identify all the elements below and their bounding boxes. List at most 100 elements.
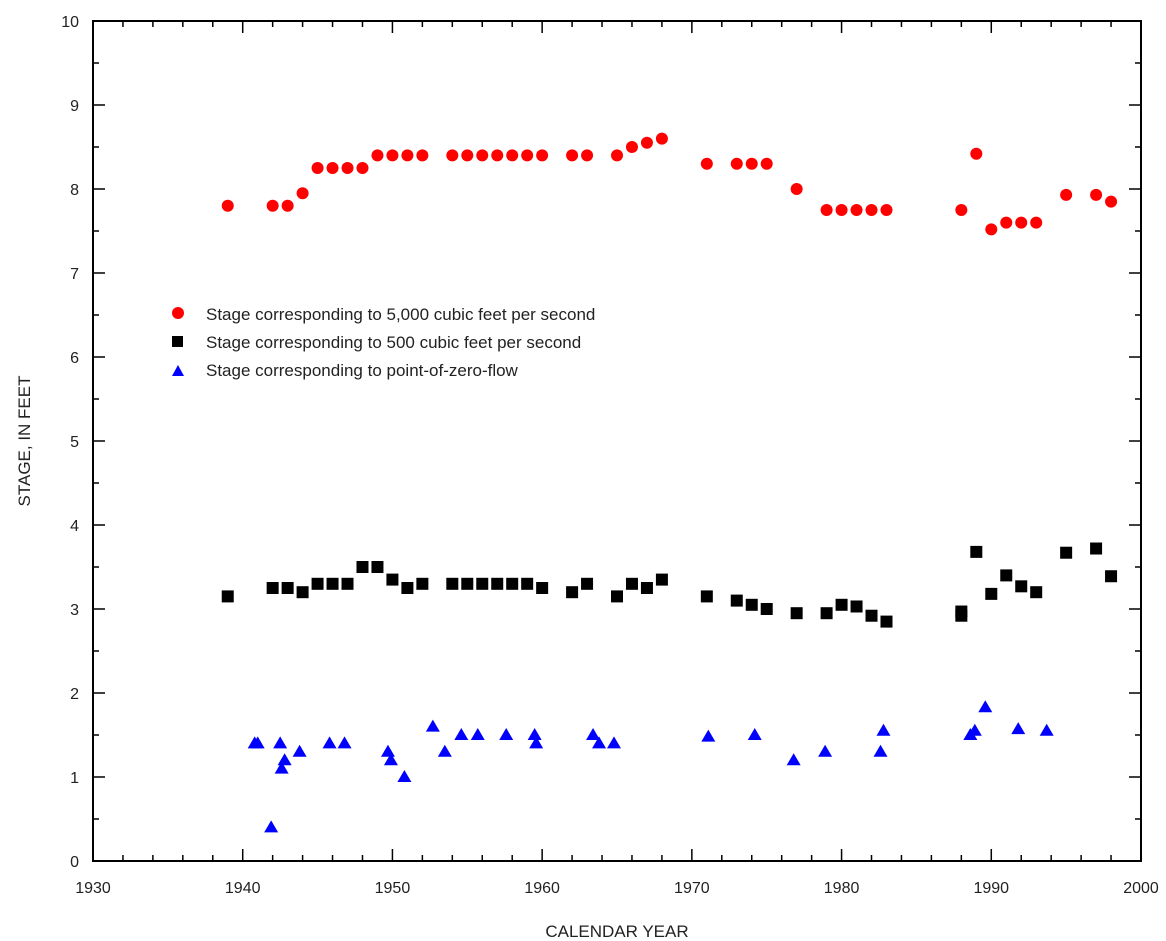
- point-5000cfs: [281, 199, 294, 212]
- point-500cfs: [371, 561, 384, 573]
- y-tick-label: 5: [70, 434, 79, 451]
- point-zero-flow: [1039, 723, 1054, 736]
- point-5000cfs: [566, 149, 579, 162]
- point-zero-flow: [978, 700, 993, 713]
- point-500cfs: [1015, 580, 1028, 593]
- x-tick-label: 2000: [1123, 880, 1159, 897]
- legend-label-5000cfs: Stage corresponding to 5,000 cubic feet …: [206, 305, 595, 324]
- y-tick-label: 3: [70, 602, 79, 619]
- point-500cfs: [356, 561, 369, 573]
- point-500cfs: [880, 615, 893, 628]
- legend-marker-circle-5000cfs: [172, 307, 184, 319]
- point-500cfs: [461, 577, 474, 590]
- point-500cfs: [416, 577, 429, 590]
- point-500cfs: [1090, 542, 1103, 555]
- point-500cfs: [611, 590, 623, 603]
- point-zero-flow: [454, 728, 469, 740]
- data-points: [221, 132, 1118, 833]
- point-5000cfs: [640, 136, 653, 149]
- legend-item-500cfs: Stage corresponding to 500 cubic feet pe…: [172, 333, 581, 352]
- x-tick-label: 1940: [225, 880, 261, 897]
- point-5000cfs: [356, 162, 369, 174]
- y-tick-label: 7: [70, 266, 79, 283]
- point-zero-flow: [747, 728, 762, 740]
- point-500cfs: [820, 607, 833, 620]
- point-5000cfs: [491, 149, 504, 162]
- point-500cfs: [401, 582, 414, 594]
- point-zero-flow: [322, 736, 337, 749]
- point-500cfs: [985, 587, 998, 600]
- point-zero-flow: [437, 744, 452, 757]
- point-zero-flow: [529, 736, 544, 749]
- point-5000cfs: [820, 204, 833, 216]
- point-zero-flow: [337, 736, 352, 749]
- y-axis-label: STAGE, IN FEET: [15, 376, 34, 507]
- y-tick-label: 6: [70, 350, 79, 367]
- point-5000cfs: [416, 149, 429, 162]
- x-tick-label: 1980: [824, 880, 860, 897]
- point-5000cfs: [536, 149, 549, 162]
- point-500cfs: [266, 582, 279, 594]
- point-zero-flow: [470, 728, 485, 740]
- point-zero-flow: [397, 770, 412, 782]
- point-5000cfs: [611, 149, 623, 162]
- point-zero-flow: [250, 736, 265, 749]
- plot-frame: [92, 20, 1142, 862]
- point-zero-flow: [273, 736, 288, 749]
- y-tick-label: 0: [70, 854, 79, 871]
- x-tick-label: 1930: [75, 880, 111, 897]
- point-zero-flow: [818, 744, 833, 757]
- point-500cfs: [625, 577, 638, 590]
- point-500cfs: [1000, 569, 1013, 582]
- point-5000cfs: [760, 157, 773, 170]
- point-500cfs: [655, 573, 668, 586]
- point-zero-flow: [786, 753, 801, 766]
- point-5000cfs: [835, 204, 848, 216]
- y-tick-label: 10: [61, 14, 79, 31]
- x-tick-label: 1990: [973, 880, 1009, 897]
- point-500cfs: [970, 545, 983, 558]
- point-zero-flow: [607, 736, 622, 749]
- point-5000cfs: [461, 149, 474, 162]
- point-5000cfs: [221, 199, 234, 212]
- point-500cfs: [835, 598, 848, 611]
- point-5000cfs: [1060, 188, 1073, 201]
- point-500cfs: [326, 577, 339, 590]
- point-500cfs: [1030, 586, 1043, 599]
- legend-label-pzf: Stage corresponding to point-of-zero-flo…: [206, 361, 519, 380]
- point-zero-flow: [876, 723, 891, 736]
- point-500cfs: [581, 577, 594, 590]
- point-500cfs: [311, 577, 324, 590]
- point-zero-flow: [277, 753, 292, 766]
- point-5000cfs: [655, 132, 668, 145]
- point-5000cfs: [446, 149, 459, 162]
- point-500cfs: [476, 577, 489, 590]
- point-500cfs: [341, 577, 354, 590]
- point-500cfs: [760, 603, 773, 615]
- legend-marker-triangle-pzf: [172, 365, 184, 376]
- point-zero-flow: [499, 728, 514, 740]
- point-5000cfs: [506, 149, 519, 162]
- point-5000cfs: [476, 149, 489, 162]
- point-zero-flow: [586, 728, 601, 740]
- y-tick-label: 8: [70, 182, 79, 199]
- point-500cfs: [566, 586, 579, 599]
- point-5000cfs: [1030, 216, 1043, 229]
- point-500cfs: [446, 577, 459, 590]
- x-tick-label: 1960: [524, 880, 560, 897]
- y-tick-label: 1: [70, 770, 79, 787]
- point-5000cfs: [296, 187, 309, 200]
- point-5000cfs: [341, 162, 354, 174]
- point-zero-flow: [292, 744, 307, 757]
- legend-marker-square-500cfs: [172, 336, 183, 347]
- point-5000cfs: [955, 204, 968, 216]
- point-5000cfs: [790, 183, 803, 195]
- point-5000cfs: [850, 204, 863, 216]
- point-500cfs: [536, 582, 549, 594]
- point-500cfs: [865, 609, 878, 622]
- legend-item-5000cfs: Stage corresponding to 5,000 cubic feet …: [172, 305, 595, 324]
- legend-label-500cfs: Stage corresponding to 500 cubic feet pe…: [206, 333, 581, 352]
- point-zero-flow: [873, 744, 888, 757]
- point-5000cfs: [1105, 195, 1118, 208]
- point-zero-flow: [527, 728, 542, 740]
